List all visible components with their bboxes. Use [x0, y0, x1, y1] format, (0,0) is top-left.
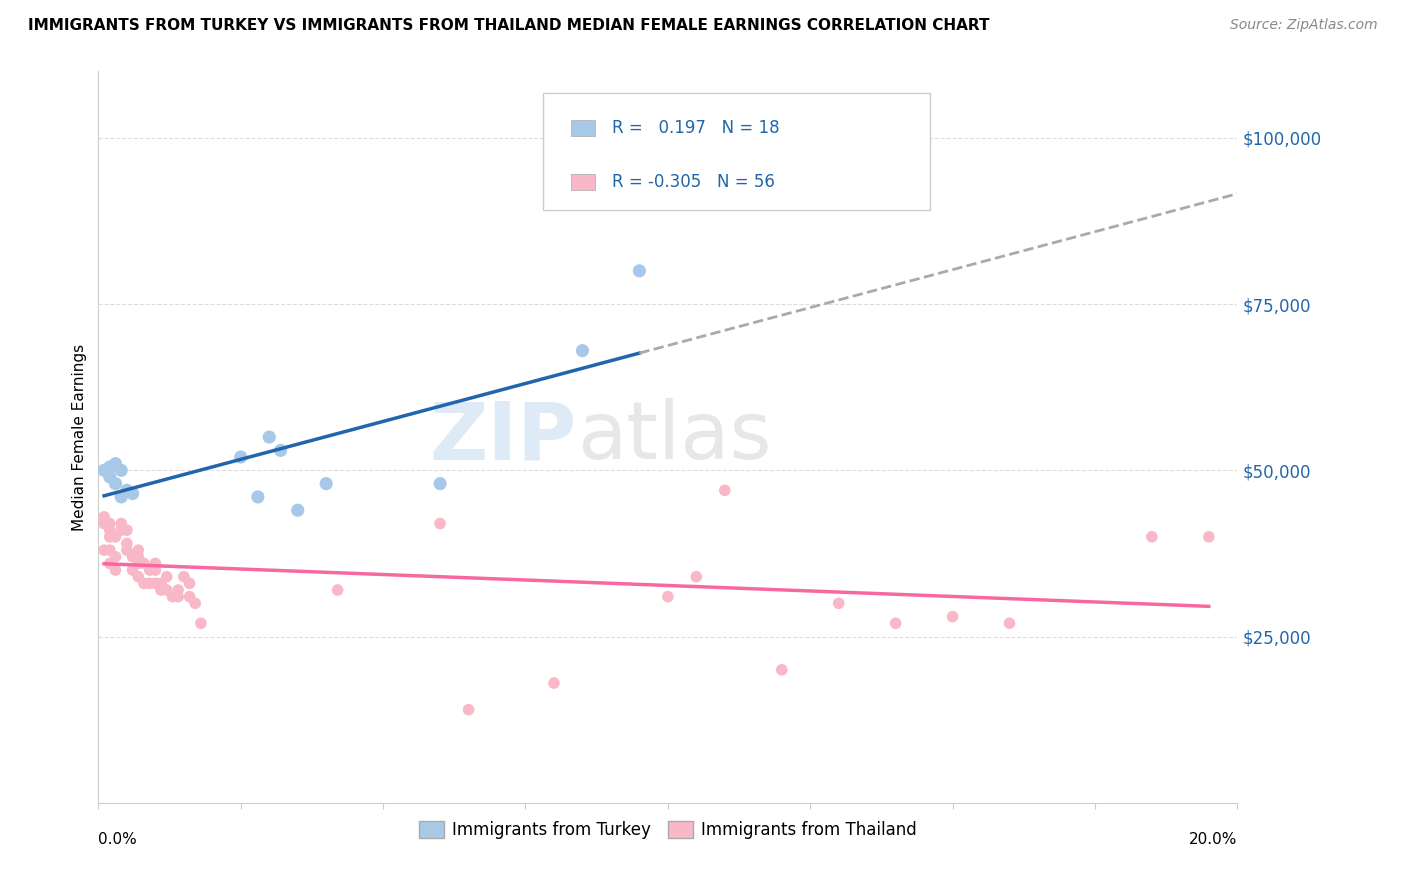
Point — [110, 463, 132, 477]
Point — [132, 576, 155, 591]
FancyBboxPatch shape — [543, 94, 929, 211]
Point — [246, 490, 269, 504]
Point — [156, 582, 179, 597]
Point — [93, 509, 115, 524]
Point — [138, 563, 160, 577]
Point — [145, 563, 167, 577]
Text: R =   0.197   N = 18: R = 0.197 N = 18 — [612, 119, 779, 136]
Text: 0.0%: 0.0% — [98, 832, 138, 847]
Point — [138, 576, 160, 591]
Point — [173, 570, 195, 584]
Point — [156, 570, 179, 584]
Text: 20.0%: 20.0% — [1189, 832, 1237, 847]
Point — [104, 457, 127, 471]
Point — [127, 543, 149, 558]
Point — [115, 523, 138, 537]
Point — [884, 616, 907, 631]
Point — [104, 476, 127, 491]
Point — [121, 549, 143, 564]
Legend: Immigrants from Turkey, Immigrants from Thailand: Immigrants from Turkey, Immigrants from … — [412, 814, 924, 846]
Point — [98, 460, 121, 475]
Point — [115, 536, 138, 550]
Point — [1140, 530, 1163, 544]
Point — [110, 490, 132, 504]
Point — [998, 616, 1021, 631]
Point — [179, 590, 201, 604]
Point — [132, 557, 155, 571]
Point — [457, 703, 479, 717]
Point — [429, 476, 451, 491]
Text: IMMIGRANTS FROM TURKEY VS IMMIGRANTS FROM THAILAND MEDIAN FEMALE EARNINGS CORREL: IMMIGRANTS FROM TURKEY VS IMMIGRANTS FRO… — [28, 18, 990, 33]
FancyBboxPatch shape — [571, 120, 595, 136]
Point — [543, 676, 565, 690]
Point — [93, 543, 115, 558]
Point — [828, 596, 851, 610]
Text: R = -0.305   N = 56: R = -0.305 N = 56 — [612, 173, 775, 191]
Point — [104, 563, 127, 577]
Point — [115, 483, 138, 498]
Point — [167, 582, 190, 597]
Point — [1198, 530, 1220, 544]
Point — [179, 576, 201, 591]
Point — [770, 663, 793, 677]
Point — [429, 516, 451, 531]
Point — [104, 549, 127, 564]
Y-axis label: Median Female Earnings: Median Female Earnings — [72, 343, 87, 531]
Point — [110, 516, 132, 531]
Point — [315, 476, 337, 491]
Text: Source: ZipAtlas.com: Source: ZipAtlas.com — [1230, 18, 1378, 32]
FancyBboxPatch shape — [571, 174, 595, 190]
Point — [98, 543, 121, 558]
Point — [167, 590, 190, 604]
Point — [127, 557, 149, 571]
Point — [145, 557, 167, 571]
Point — [326, 582, 349, 597]
Point — [93, 463, 115, 477]
Point — [115, 543, 138, 558]
Point — [162, 590, 184, 604]
Point — [259, 430, 281, 444]
Point — [104, 530, 127, 544]
Point — [571, 343, 593, 358]
Point — [150, 582, 173, 597]
Point — [628, 264, 651, 278]
Point — [121, 486, 143, 500]
Point — [98, 470, 121, 484]
Text: ZIP: ZIP — [429, 398, 576, 476]
Point — [93, 516, 115, 531]
Point — [127, 570, 149, 584]
Point — [127, 549, 149, 564]
Point — [98, 557, 121, 571]
Point — [229, 450, 252, 464]
Point — [145, 576, 167, 591]
Point — [98, 516, 121, 531]
Point — [287, 503, 309, 517]
Point — [714, 483, 737, 498]
Point — [657, 590, 679, 604]
Point — [98, 530, 121, 544]
Point — [685, 570, 707, 584]
Point — [121, 563, 143, 577]
Point — [270, 443, 292, 458]
Point — [98, 523, 121, 537]
Text: atlas: atlas — [576, 398, 770, 476]
Point — [190, 616, 212, 631]
Point — [110, 523, 132, 537]
Point — [315, 476, 337, 491]
Point — [150, 576, 173, 591]
Point — [942, 609, 965, 624]
Point — [184, 596, 207, 610]
